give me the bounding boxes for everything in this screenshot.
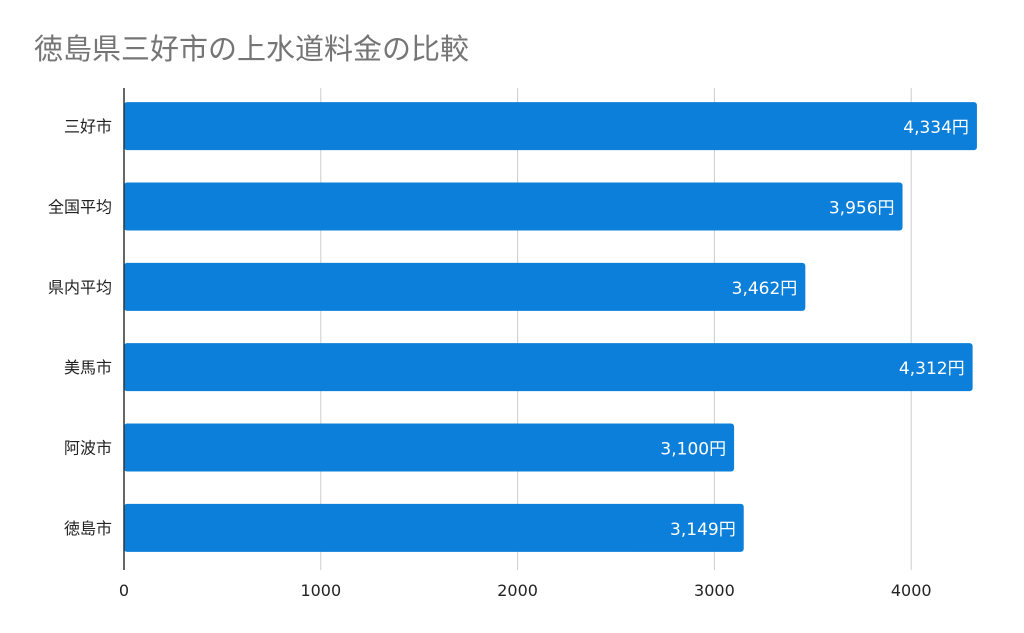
bar — [124, 503, 744, 552]
y-category-label: 阿波市 — [64, 439, 112, 458]
x-tick-label: 2000 — [497, 581, 538, 600]
data-label: 4,312円 — [899, 359, 965, 379]
x-tick-label: 3000 — [694, 581, 735, 600]
data-label: 4,334円 — [903, 118, 969, 138]
bar — [124, 182, 903, 231]
bar — [124, 343, 973, 392]
data-label: 3,149円 — [670, 520, 736, 540]
bar — [124, 423, 735, 472]
data-label: 3,956円 — [829, 199, 895, 219]
y-category-label: 全国平均 — [48, 198, 112, 217]
x-tick-label: 1000 — [300, 581, 341, 600]
y-category-label: 美馬市 — [64, 358, 112, 377]
y-category-label: 三好市 — [64, 117, 112, 136]
bar — [124, 102, 977, 151]
bar — [124, 262, 806, 311]
x-tick-label: 4000 — [891, 581, 932, 600]
data-label: 3,462円 — [732, 279, 798, 299]
x-tick-label: 0 — [119, 581, 129, 600]
data-label: 3,100円 — [660, 440, 726, 460]
y-category-label: 県内平均 — [48, 278, 112, 297]
y-category-label: 徳島市 — [64, 519, 112, 538]
chart-title: 徳島県三好市の上水道料金の比較 — [34, 32, 470, 66]
